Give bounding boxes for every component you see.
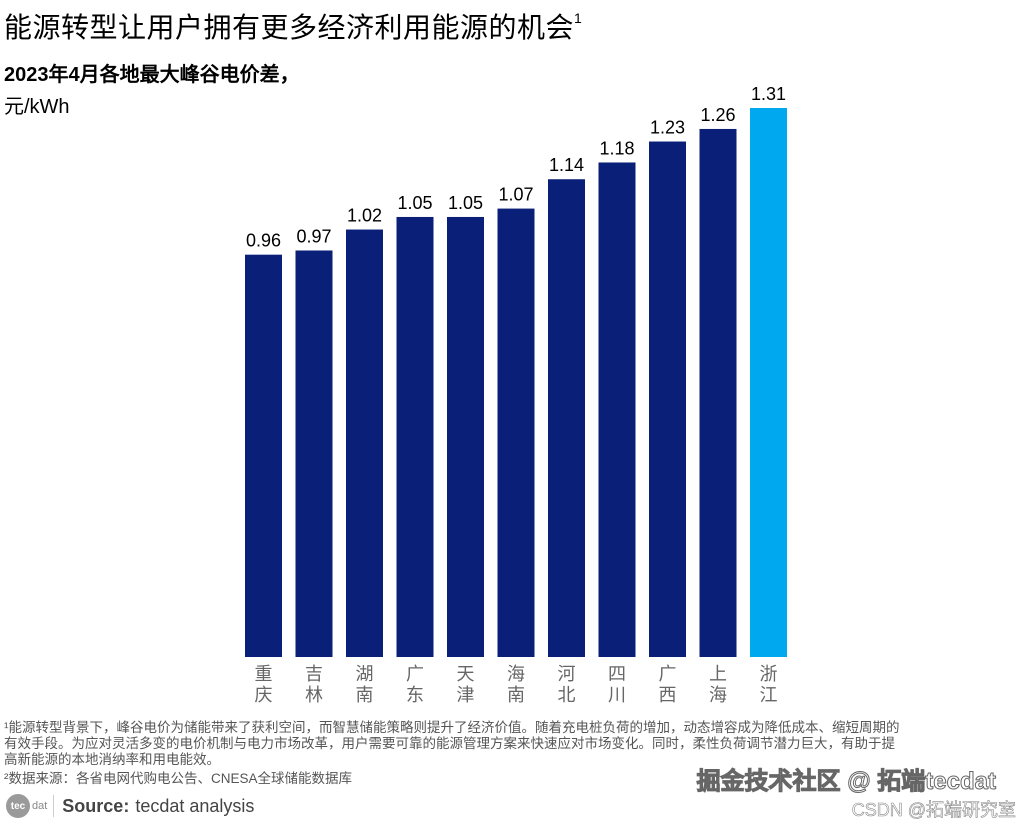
title-footnote-marker: 1 bbox=[574, 10, 583, 26]
logo-text: dat bbox=[32, 800, 48, 812]
source-label: Source: bbox=[62, 795, 130, 816]
footnote-2: ²数据来源：各省电网代购电公告、CNESA全球储能数据库 bbox=[4, 771, 353, 786]
chart-unit: 元/kWh bbox=[4, 96, 70, 118]
category-label-8-1: 西 bbox=[659, 685, 677, 706]
footnote-1-line-3: 高新能源的本地消纳率和用电能效。 bbox=[4, 752, 220, 767]
bar-5 bbox=[497, 208, 535, 658]
bar-7 bbox=[598, 162, 636, 658]
category-label-8-0: 广 bbox=[659, 664, 677, 685]
category-label-4-0: 天 bbox=[457, 664, 475, 685]
watermark-secondary: CSDN @拓端研究室 bbox=[851, 800, 1016, 821]
watermark-main: 掘金技术社区 @ 拓端tecdat bbox=[696, 768, 996, 796]
category-label-9-0: 上 bbox=[709, 664, 727, 685]
category-label-3-1: 东 bbox=[406, 685, 424, 706]
value-label-9: 1.26 bbox=[700, 105, 735, 125]
value-label-4: 1.05 bbox=[448, 193, 483, 213]
bar-10 bbox=[750, 108, 787, 657]
category-label-2-1: 南 bbox=[356, 685, 374, 706]
category-label-10-1: 江 bbox=[760, 685, 778, 706]
bar-8 bbox=[649, 141, 686, 657]
bar-4 bbox=[447, 216, 484, 657]
category-label-1-0: 吉 bbox=[305, 664, 323, 685]
category-label-0-1: 庆 bbox=[255, 685, 273, 706]
category-label-6-1: 北 bbox=[558, 685, 576, 706]
page-title: 能源转型让用户拥有更多经济利用能源的机会1 bbox=[4, 6, 582, 46]
footnote-1-line-2: 有效手段。为应对灵活多变的电价机制与电力市场改革，用户需要可靠的能源管理方案来快… bbox=[4, 736, 895, 751]
category-label-10-0: 浙 bbox=[760, 664, 778, 685]
bar-9 bbox=[699, 128, 737, 657]
value-label-7: 1.18 bbox=[599, 138, 634, 158]
category-label-2-0: 湖 bbox=[356, 664, 374, 685]
category-label-9-1: 海 bbox=[709, 685, 727, 706]
category-label-6-0: 河 bbox=[558, 664, 576, 685]
footnote-1-line-1: ¹能源转型背景下，峰谷电价为储能带来了获利空间，而智慧储能策略则提升了经济价值。… bbox=[4, 720, 900, 735]
bar-1 bbox=[295, 250, 333, 657]
chart-subtitle: 2023年4月各地最大峰谷电价差， bbox=[4, 64, 300, 86]
bar-0 bbox=[245, 254, 282, 657]
title-text: 能源转型让用户拥有更多经济利用能源的机会 bbox=[4, 12, 575, 43]
value-label-2: 1.02 bbox=[347, 206, 382, 226]
value-label-1: 0.97 bbox=[296, 226, 331, 246]
category-label-5-1: 南 bbox=[507, 685, 525, 706]
category-label-3-0: 广 bbox=[406, 664, 424, 685]
value-label-8: 1.23 bbox=[650, 118, 685, 138]
value-label-3: 1.05 bbox=[397, 193, 432, 213]
divider bbox=[53, 795, 55, 817]
category-label-7-1: 川 bbox=[608, 685, 626, 706]
category-label-7-0: 四 bbox=[608, 664, 626, 685]
category-label-0-0: 重 bbox=[255, 664, 273, 685]
value-label-0: 0.96 bbox=[246, 231, 281, 251]
source-value: tecdat analysis bbox=[135, 795, 255, 816]
bar-2 bbox=[346, 229, 383, 657]
bar-6 bbox=[548, 179, 585, 658]
category-label-1-1: 林 bbox=[305, 685, 323, 706]
bar-3 bbox=[396, 216, 434, 657]
value-label-5: 1.07 bbox=[498, 185, 533, 205]
value-label-6: 1.14 bbox=[549, 155, 584, 175]
value-label-10: 1.31 bbox=[751, 84, 786, 104]
tecdat-logo-icon: tec bbox=[6, 794, 30, 818]
category-label-4-1: 津 bbox=[457, 685, 475, 706]
source-row: tec dat Source: tecdat analysis bbox=[6, 794, 254, 818]
category-label-5-0: 海 bbox=[507, 664, 525, 685]
